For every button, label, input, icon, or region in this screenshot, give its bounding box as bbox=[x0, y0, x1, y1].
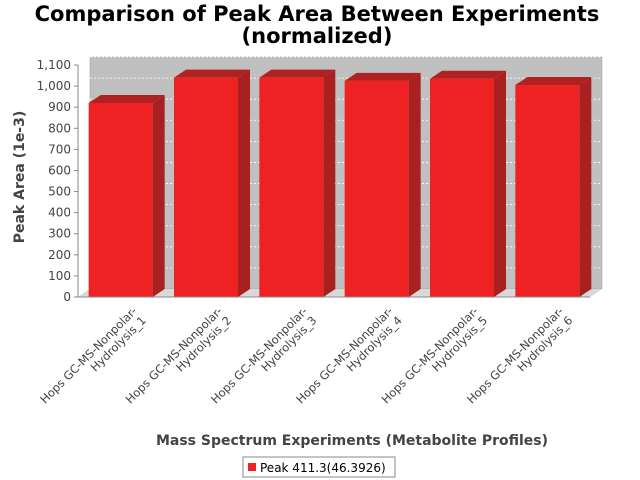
y-tick-label: 100 bbox=[48, 269, 71, 283]
x-axis-label: Mass Spectrum Experiments (Metabolite Pr… bbox=[156, 433, 548, 449]
bar-top bbox=[344, 72, 421, 81]
bar-front bbox=[430, 78, 494, 297]
y-tick-label: 800 bbox=[48, 121, 71, 135]
y-tick-label: 900 bbox=[48, 100, 71, 114]
y-tick-label: 700 bbox=[48, 142, 71, 156]
chart-title-line-1: Comparison of Peak Area Between Experime… bbox=[35, 2, 600, 26]
bar bbox=[515, 77, 592, 297]
y-tick-label: 1,100 bbox=[37, 58, 71, 72]
bars bbox=[88, 69, 592, 298]
bar-side bbox=[323, 69, 336, 298]
x-tick-label-line: Hops GC-MS-Nonpolar- bbox=[37, 304, 139, 406]
bar-side bbox=[494, 70, 506, 297]
bar-top bbox=[430, 70, 506, 79]
legend: Peak 411.3(46.3926) bbox=[242, 456, 396, 478]
bar-front bbox=[515, 85, 580, 297]
bar-top bbox=[515, 77, 592, 86]
bar bbox=[174, 69, 250, 298]
y-tick-label: 300 bbox=[48, 227, 71, 241]
bar bbox=[259, 69, 336, 298]
y-tick-label: 200 bbox=[48, 248, 71, 262]
bar-front bbox=[88, 102, 153, 297]
legend-swatch bbox=[248, 463, 256, 471]
bar bbox=[88, 94, 165, 297]
bar-top bbox=[174, 69, 250, 78]
bar-front bbox=[174, 77, 238, 298]
bar-side bbox=[238, 69, 250, 298]
bar-top bbox=[88, 94, 165, 103]
y-tick-label: 1,000 bbox=[37, 79, 71, 93]
legend-box bbox=[242, 456, 396, 478]
y-tick-label: 400 bbox=[48, 206, 71, 220]
y-axis: 0 100 200 300 400 500 600 700 800 900 1,000 1,100 bbox=[37, 58, 79, 304]
bar-side bbox=[408, 72, 421, 298]
y-axis-label: Peak Area (1e-3) bbox=[12, 111, 28, 244]
bar-side bbox=[152, 94, 165, 297]
bar-top bbox=[259, 69, 336, 78]
y-tick-label: 0 bbox=[63, 290, 71, 304]
y-tick-label: 500 bbox=[48, 185, 71, 199]
bar bbox=[430, 70, 506, 297]
legend-label: Peak 411.3(46.3926) bbox=[260, 461, 386, 475]
bar-side bbox=[579, 77, 592, 297]
chart-title-line-2: (normalized) bbox=[242, 24, 393, 48]
bar-front bbox=[259, 77, 324, 298]
y-tick-label: 600 bbox=[48, 163, 71, 177]
bar-front bbox=[344, 80, 409, 298]
bar bbox=[344, 72, 421, 298]
